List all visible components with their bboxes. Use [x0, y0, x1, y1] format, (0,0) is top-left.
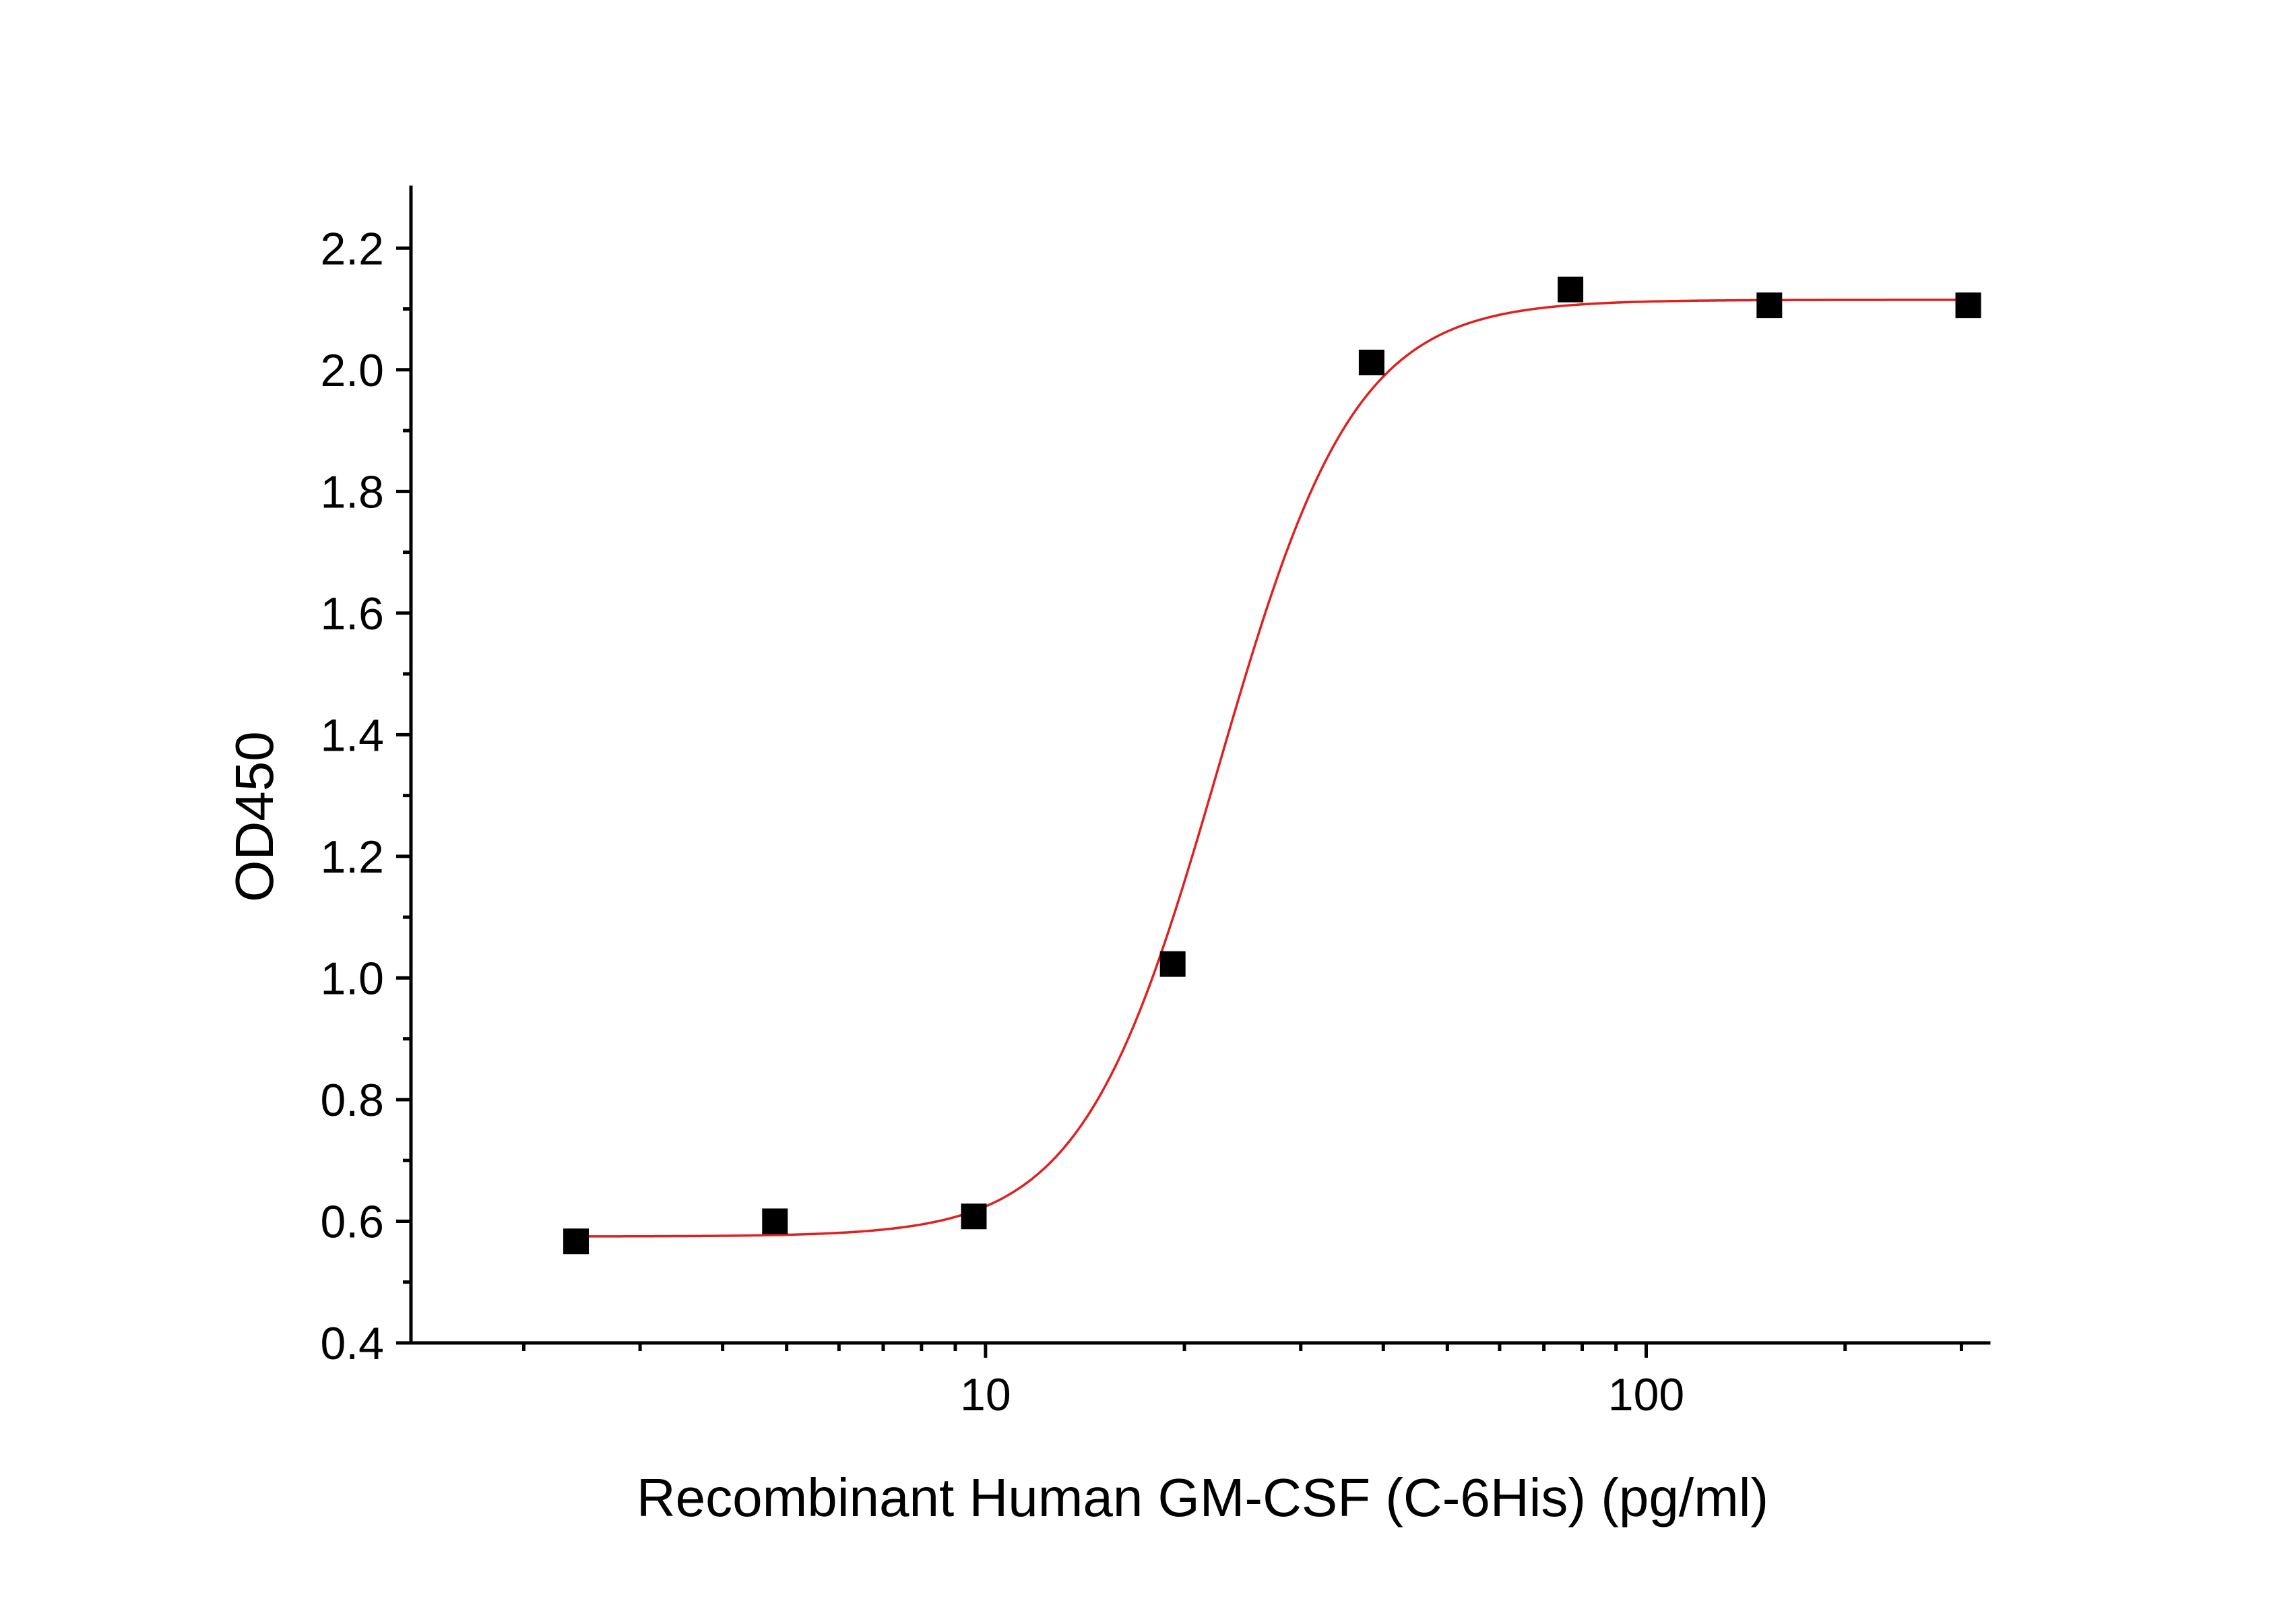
y-tick-label: 1.4 [320, 710, 384, 761]
y-tick-label: 0.6 [320, 1196, 384, 1247]
y-axis-title: OD450 [224, 731, 284, 902]
data-point [961, 1203, 987, 1230]
y-tick-label: 2.0 [320, 345, 384, 396]
x-tick-label: 10 [960, 1369, 1011, 1420]
axes: 0.4 0.6 0.8 1.0 1.2 1.4 1.6 1.8 2.0 2.2 10 100 [320, 185, 1991, 1420]
data-point [563, 1228, 589, 1255]
data-point [1756, 292, 1783, 319]
data-point [762, 1208, 788, 1234]
data-points [563, 276, 1981, 1255]
data-point [1358, 349, 1384, 375]
x-axis-title: Recombinant Human GM-CSF (C-6His) (pg/ml… [637, 1468, 1768, 1528]
fit-curve [576, 298, 1969, 1238]
data-point [1955, 292, 1981, 319]
data-point [1558, 276, 1584, 303]
y-tick-label: 0.8 [320, 1075, 384, 1126]
y-tick-label: 0.4 [320, 1318, 384, 1369]
y-tick-label: 1.0 [320, 953, 384, 1004]
data-point [1159, 951, 1186, 977]
x-tick-label: 100 [1608, 1369, 1684, 1420]
y-tick-label: 1.6 [320, 588, 384, 639]
fit-curve-layer [576, 298, 1969, 1238]
y-tick-label: 1.2 [320, 831, 384, 883]
y-tick-label: 1.8 [320, 466, 384, 517]
y-tick-label: 2.2 [320, 223, 384, 274]
